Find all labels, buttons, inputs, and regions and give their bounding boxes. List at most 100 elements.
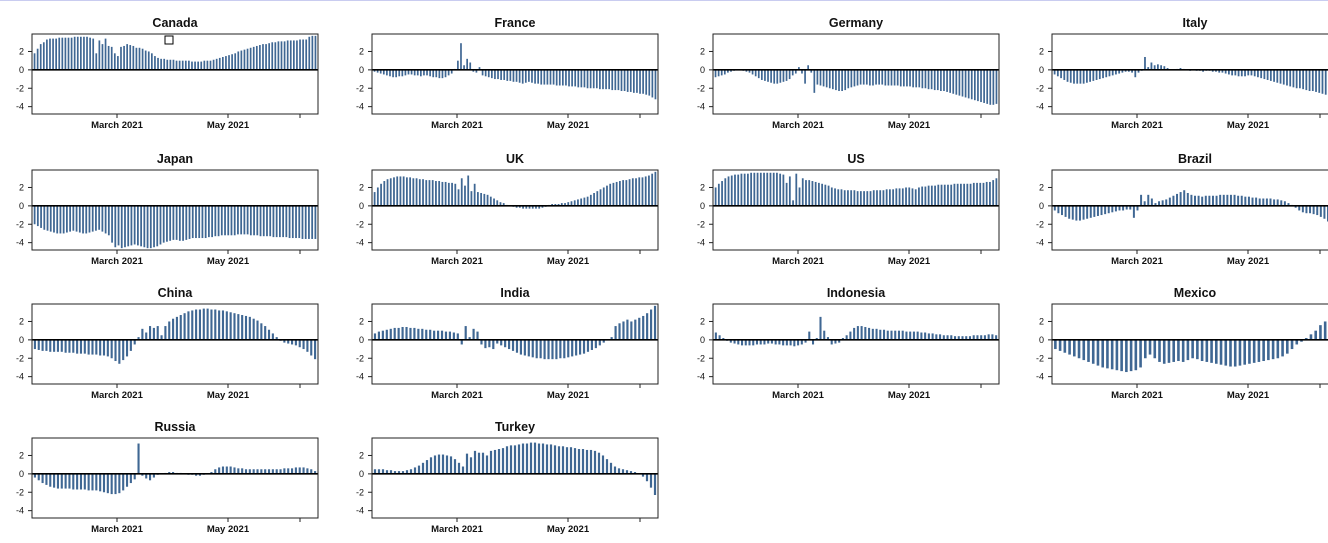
bar (782, 69, 785, 82)
bar (837, 189, 840, 206)
bar (310, 339, 313, 356)
x-tick-label: May 2021 (547, 120, 590, 131)
bar (599, 189, 602, 206)
bar (49, 38, 51, 70)
bar (801, 69, 803, 74)
bar (620, 69, 623, 92)
y-tick-label: -2 (1036, 219, 1044, 229)
bar (1298, 205, 1301, 211)
bar (824, 184, 827, 206)
bar (373, 69, 376, 72)
top-border-line (0, 0, 1328, 1)
bar (1309, 334, 1313, 340)
bar (275, 205, 278, 238)
x-tick-label: March 2021 (431, 256, 483, 267)
bar (272, 205, 275, 238)
bar (294, 339, 297, 346)
bar (141, 328, 144, 340)
bar (45, 339, 48, 351)
bar (449, 456, 453, 474)
panel-france: France 2 0 -2 -4 March 2021 May 2021 (356, 16, 659, 131)
bar (980, 69, 982, 103)
bar (259, 205, 262, 237)
bar (1079, 69, 1082, 84)
bar (393, 177, 395, 206)
bar (227, 205, 230, 236)
bar (927, 333, 930, 340)
bar (927, 185, 930, 206)
plot-frame (371, 437, 659, 519)
bar (748, 339, 751, 346)
bar (392, 69, 394, 78)
bar (819, 69, 822, 86)
bar (127, 205, 130, 247)
bar (33, 473, 36, 478)
bar (445, 455, 449, 474)
bar (1125, 205, 1128, 210)
y-tick-label: 0 (700, 201, 705, 211)
bar (373, 333, 377, 340)
bar (202, 308, 205, 340)
bar (169, 205, 172, 241)
bar (575, 339, 578, 356)
bar (1248, 339, 1251, 364)
bar (1077, 339, 1081, 359)
bar (859, 191, 862, 206)
bar (56, 205, 59, 234)
bar (598, 339, 601, 346)
bar (1286, 339, 1289, 354)
bar (595, 69, 598, 89)
bar (62, 205, 65, 234)
bar (1096, 339, 1100, 366)
bar (1266, 69, 1269, 80)
bar (1082, 205, 1085, 220)
bar (727, 176, 730, 206)
bar (552, 69, 555, 85)
bar (747, 173, 749, 206)
bar (1186, 192, 1189, 206)
bar (477, 192, 479, 206)
x-tick-label: March 2021 (1111, 120, 1163, 131)
y-tick-label: -4 (16, 372, 24, 382)
bar (946, 69, 948, 92)
bar (878, 69, 880, 85)
bar (1073, 69, 1075, 84)
bar (744, 339, 747, 346)
bar (256, 469, 259, 474)
bar (991, 334, 994, 340)
bar (1111, 69, 1114, 76)
bar (720, 69, 723, 76)
bar (1058, 339, 1062, 351)
bar (651, 173, 654, 206)
bar (778, 339, 781, 345)
bar (145, 332, 148, 340)
x-tick-label: May 2021 (207, 256, 250, 267)
bar (484, 339, 487, 349)
y-tick-label: -4 (356, 238, 364, 248)
bar (1314, 330, 1317, 340)
bar (930, 185, 933, 206)
x-tick-label: March 2021 (1111, 390, 1163, 401)
bar (950, 335, 953, 340)
bar (989, 181, 991, 206)
bar (386, 179, 389, 206)
panel-title: Germany (829, 16, 883, 30)
bar (92, 38, 95, 70)
bar (145, 473, 148, 479)
bar (583, 197, 586, 206)
bar (515, 69, 518, 82)
bar (565, 69, 567, 86)
bar (33, 339, 36, 350)
bar (283, 339, 286, 343)
bar (304, 205, 307, 239)
bar (961, 69, 964, 97)
bar (1255, 197, 1258, 206)
bar (921, 69, 924, 89)
panel-canada: Canada 2 0 -2 -4 March 2021 May 2021 (16, 16, 319, 131)
bar (489, 196, 492, 206)
bar (209, 60, 212, 70)
bar (541, 443, 545, 474)
x-tick-label: March 2021 (91, 120, 143, 131)
y-tick-label: 2 (19, 182, 24, 192)
bar (253, 205, 255, 236)
